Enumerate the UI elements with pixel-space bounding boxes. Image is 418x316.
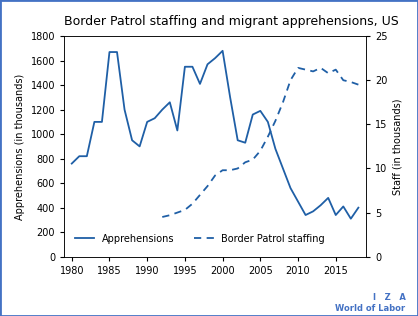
Text: Border Patrol staffing and migrant apprehensions, US: Border Patrol staffing and migrant appre… (64, 15, 399, 28)
Y-axis label: Apprehensions (in thousands): Apprehensions (in thousands) (15, 73, 25, 220)
Y-axis label: Staff (in thousands): Staff (in thousands) (393, 98, 403, 195)
Text: I   Z   A
World of Labor: I Z A World of Labor (335, 294, 405, 313)
Legend: Apprehensions, Border Patrol staffing: Apprehensions, Border Patrol staffing (71, 230, 329, 247)
